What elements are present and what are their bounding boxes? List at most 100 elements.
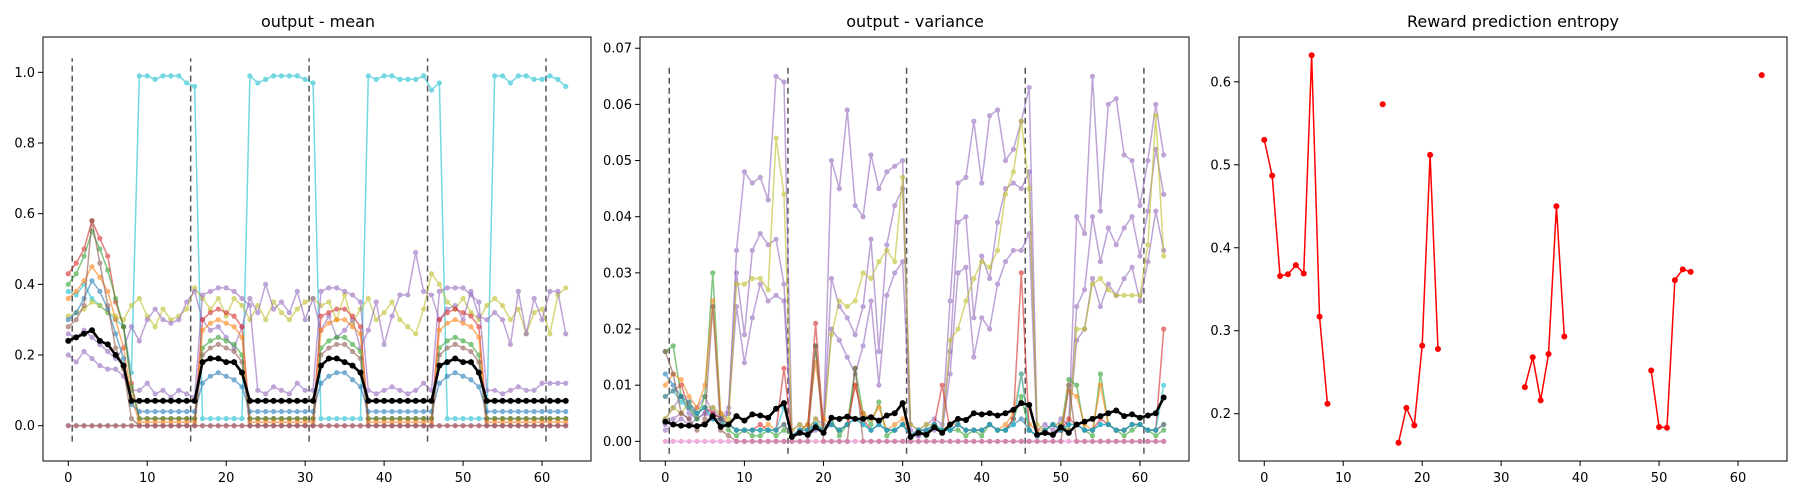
data-point <box>765 197 771 203</box>
data-point <box>1679 266 1686 273</box>
data-point <box>868 152 874 158</box>
data-point <box>686 410 692 416</box>
data-point <box>1018 247 1024 254</box>
data-point <box>436 288 442 294</box>
data-point <box>81 423 87 429</box>
data-point <box>476 416 482 422</box>
data-point <box>1089 438 1096 444</box>
data-point <box>741 169 748 175</box>
data-point <box>955 438 961 444</box>
data-point <box>876 405 882 411</box>
data-point <box>1002 259 1009 265</box>
data-point <box>820 438 827 444</box>
data-point <box>199 327 206 333</box>
data-point <box>1074 303 1080 310</box>
data-point <box>970 410 977 417</box>
data-point <box>773 438 779 444</box>
data-point <box>152 306 158 312</box>
data-point <box>1050 421 1056 428</box>
data-point <box>1153 427 1159 433</box>
data-point <box>757 421 763 428</box>
data-point <box>302 408 308 415</box>
data-point <box>444 320 450 326</box>
data-point <box>1121 225 1127 231</box>
data-point <box>694 438 700 444</box>
data-point <box>923 427 929 433</box>
data-point <box>270 73 277 79</box>
data-point <box>757 438 763 444</box>
data-point <box>113 345 119 351</box>
data-point <box>994 427 1001 433</box>
data-point <box>971 315 977 321</box>
data-point <box>120 324 127 330</box>
data-point <box>547 380 553 386</box>
data-point <box>1010 180 1016 186</box>
data-point <box>507 317 514 323</box>
data-point <box>263 76 269 82</box>
data-point <box>152 391 158 397</box>
data-point <box>231 341 237 347</box>
data-point <box>757 174 763 180</box>
data-point <box>987 421 993 428</box>
x-tick-label: 40 <box>973 471 990 486</box>
data-point <box>413 76 419 82</box>
data-point <box>215 324 221 330</box>
data-point <box>405 324 411 330</box>
data-point <box>1042 421 1048 428</box>
data-point <box>523 331 529 337</box>
data-point <box>523 423 529 429</box>
data-point <box>1144 412 1151 419</box>
data-point <box>1648 367 1655 374</box>
data-point <box>563 83 569 90</box>
data-point <box>483 397 490 404</box>
data-point <box>1137 438 1143 444</box>
data-point <box>1121 438 1127 444</box>
data-point <box>1034 438 1040 444</box>
data-point <box>507 397 514 404</box>
data-point <box>278 408 285 415</box>
data-point <box>270 397 277 404</box>
data-point <box>444 338 450 344</box>
data-point <box>452 355 459 362</box>
data-point <box>971 354 977 360</box>
data-point <box>120 362 127 369</box>
data-point <box>781 281 787 287</box>
data-point <box>876 186 882 192</box>
data-point <box>1066 438 1072 444</box>
data-point <box>239 334 245 340</box>
data-point <box>670 388 676 394</box>
data-point <box>428 292 435 298</box>
data-point <box>939 438 945 444</box>
data-point <box>507 408 514 415</box>
data-point <box>1121 433 1127 439</box>
data-point <box>670 416 676 422</box>
data-point <box>105 423 111 429</box>
data-point <box>884 247 890 254</box>
data-point <box>1026 186 1032 192</box>
data-point <box>436 317 442 323</box>
data-point <box>302 397 309 404</box>
data-point <box>373 76 379 82</box>
data-point <box>515 408 521 415</box>
data-point <box>239 416 245 422</box>
data-point <box>563 331 569 337</box>
data-point <box>247 73 253 79</box>
data-point <box>781 365 787 371</box>
data-point <box>1010 406 1017 413</box>
data-point <box>207 327 214 333</box>
data-point <box>1113 96 1119 102</box>
data-point <box>334 334 340 340</box>
data-point <box>1089 73 1096 79</box>
data-point <box>876 438 882 444</box>
data-point <box>499 408 506 415</box>
data-point <box>88 327 95 334</box>
data-point <box>1010 421 1016 428</box>
data-point <box>389 73 395 79</box>
data-point <box>326 320 332 326</box>
data-point <box>491 397 498 404</box>
data-point <box>334 416 340 422</box>
y-tick-label: 0.06 <box>603 98 632 113</box>
data-point <box>1097 413 1104 420</box>
data-point <box>357 299 364 305</box>
series-11 <box>65 327 569 404</box>
